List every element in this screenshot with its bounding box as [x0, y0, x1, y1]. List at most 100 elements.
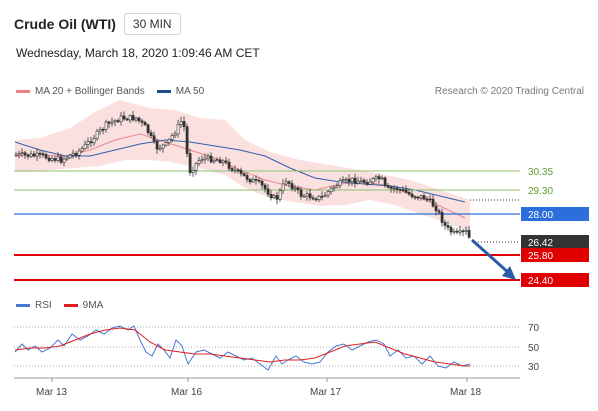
candle-body [398, 189, 402, 191]
candle-body [206, 155, 210, 159]
candle-body [92, 138, 96, 144]
forecast-arrow [470, 238, 512, 276]
candle-body [323, 194, 327, 197]
candle-body [248, 179, 252, 183]
forecast-arrow-head-icon [502, 266, 516, 280]
candlesticks [14, 111, 471, 239]
candle-body [230, 168, 234, 171]
candle-body [440, 212, 444, 223]
candle-body [194, 163, 198, 171]
candle-body [158, 147, 162, 150]
candle-body [209, 155, 213, 163]
candle-body [317, 195, 321, 200]
candle-body [32, 153, 36, 157]
candle-body [152, 135, 156, 142]
candle-body [419, 195, 423, 199]
candle-body [56, 156, 60, 161]
legend-item-rsi: RSI [16, 300, 52, 311]
candle-body [164, 142, 168, 146]
candle-body [137, 117, 141, 122]
instrument-title: Crude Oil (WTI) [14, 16, 116, 32]
level-box-26-42 [521, 235, 589, 249]
candle-body [302, 195, 306, 198]
candle-body [308, 193, 312, 199]
candle-body [272, 195, 276, 198]
rsi-swatch-icon [16, 304, 30, 307]
rsi-legend: RSI 9MA [16, 300, 115, 311]
candle-body [179, 121, 183, 125]
candle-body [182, 121, 186, 128]
candle-body [347, 178, 351, 182]
rsi-9ma-line [14, 327, 470, 367]
candle-body [233, 169, 237, 172]
candle-body [212, 160, 216, 163]
candle-body [284, 181, 288, 185]
candle-body [449, 227, 453, 233]
level-box-25-80 [521, 248, 589, 262]
candle-body [260, 180, 264, 186]
candle-body [116, 120, 120, 123]
candle-body [416, 196, 420, 199]
bollinger-band [15, 100, 470, 232]
candle-body [413, 196, 417, 199]
candle-body [299, 189, 303, 197]
ma50-line [14, 139, 466, 203]
rsi-label-30: 30 [528, 362, 540, 373]
candle-body [335, 185, 339, 188]
timeframe-button[interactable]: 30 MIN [123, 13, 181, 35]
candle-body [38, 152, 42, 155]
candle-body [320, 195, 324, 198]
candle-body [377, 176, 381, 180]
candle-body [278, 190, 282, 200]
candle-body [86, 141, 90, 145]
candle-body [392, 187, 396, 190]
candle-body [254, 179, 258, 181]
candle-body [140, 120, 144, 123]
candle-body [293, 187, 297, 190]
candle-body [227, 161, 231, 169]
candle-body [77, 150, 81, 156]
candle-body [170, 135, 174, 140]
candle-body [266, 188, 270, 195]
level-label-25-80: 25.80 [528, 251, 553, 262]
candle-body [119, 115, 123, 123]
candle-body [125, 118, 129, 121]
timestamp: Wednesday, March 18, 2020 1:09:46 AM CET [16, 46, 260, 60]
candle-body [257, 179, 261, 182]
candle-body [104, 121, 108, 130]
candle-body [290, 183, 294, 190]
candle-body [197, 160, 201, 164]
candle-body [443, 222, 447, 226]
legend-item-9ma: 9MA [63, 300, 103, 311]
candle-body [365, 182, 369, 185]
level-box-24-40 [521, 273, 589, 287]
x-label-mar18: Mar 18 [450, 387, 482, 398]
candle-body [65, 157, 69, 160]
candle-body [176, 123, 180, 135]
candle-body [368, 181, 372, 185]
candle-body [263, 184, 267, 190]
candle-body [101, 128, 105, 131]
candle-body [374, 176, 378, 179]
candle-body [236, 169, 240, 172]
candle-body [461, 230, 465, 233]
candle-body [455, 230, 459, 233]
candle-body [128, 115, 132, 121]
candle-body [35, 152, 39, 157]
candle-body [305, 193, 309, 197]
candle-body [329, 187, 333, 193]
candle-body [437, 210, 441, 213]
candle-body [341, 179, 345, 181]
candle-body [281, 183, 285, 191]
candle-body [395, 187, 399, 190]
candle-body [143, 122, 147, 126]
candle-body [155, 140, 159, 150]
candle-body [434, 205, 438, 212]
candle-body [161, 144, 165, 149]
candle-body [383, 177, 387, 186]
level-label-24-40: 24.40 [528, 276, 553, 287]
candle-body [224, 160, 228, 163]
rsi-line [14, 325, 471, 371]
candle-body [344, 178, 348, 181]
